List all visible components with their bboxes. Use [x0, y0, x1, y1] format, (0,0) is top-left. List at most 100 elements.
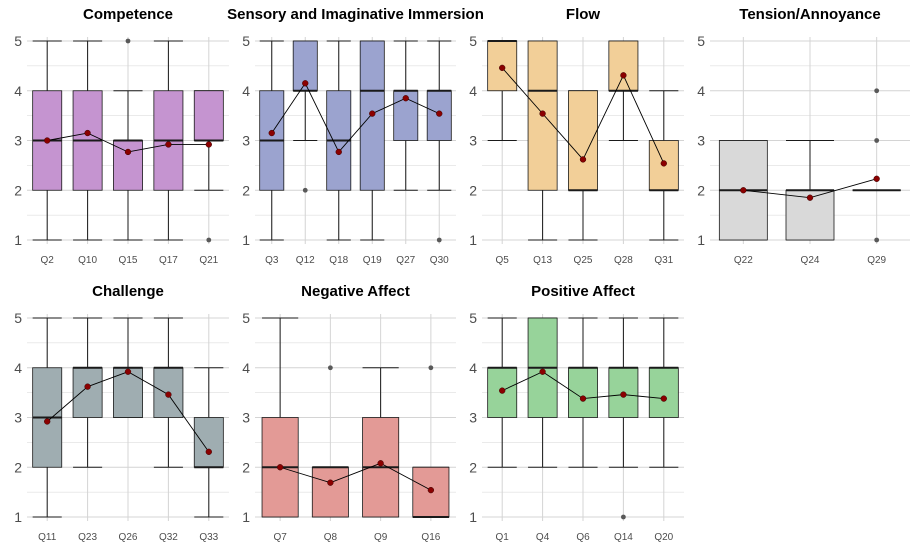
outlier-point	[428, 365, 434, 371]
y-tick-label: 4	[242, 83, 250, 99]
panel-title: Challenge	[92, 283, 164, 300]
x-tick-label: Q18	[329, 255, 348, 266]
mean-point	[165, 141, 172, 148]
mean-point	[165, 391, 172, 398]
x-tick-label: Q6	[576, 532, 590, 543]
mean-point	[268, 129, 275, 137]
outlier-point	[874, 138, 880, 143]
x-tick-label: Q10	[78, 255, 97, 266]
outlier-point	[874, 88, 880, 94]
mean-trend-line	[279, 462, 432, 491]
outlier-point	[327, 365, 333, 371]
y-tick-label: 2	[697, 182, 705, 198]
y-tick-label: 5	[14, 310, 22, 326]
mean-point	[205, 141, 212, 148]
box	[193, 417, 224, 468]
y-tick-label: 5	[242, 33, 250, 49]
x-tick-label: Q23	[78, 532, 97, 543]
x-tick-label: Q5	[496, 255, 510, 266]
y-tick-label: 4	[697, 83, 705, 99]
mean-point	[124, 148, 132, 156]
outlier-point	[125, 38, 131, 44]
x-tick-label: Q28	[614, 255, 633, 266]
x-tick-label: Q7	[273, 532, 287, 543]
mean-point	[276, 464, 284, 471]
y-tick-label: 1	[469, 509, 477, 525]
y-tick-label: 5	[14, 33, 22, 49]
y-tick-label: 2	[469, 182, 477, 198]
y-tick-label: 2	[469, 459, 477, 475]
mean-point	[124, 368, 132, 375]
y-tick-label: 1	[14, 509, 22, 525]
x-tick-label: Q12	[296, 255, 315, 266]
x-tick-label: Q8	[324, 532, 338, 543]
x-tick-label: Q14	[614, 532, 633, 543]
mean-point	[302, 80, 309, 87]
mean-point	[377, 460, 384, 467]
outlier-point	[874, 237, 880, 243]
y-tick-label: 4	[14, 360, 22, 376]
x-tick-label: Q32	[159, 532, 178, 543]
y-tick-label: 5	[469, 33, 477, 49]
panel-title: Flow	[566, 6, 600, 23]
x-tick-label: Q19	[363, 255, 382, 266]
x-tick-label: Q24	[801, 255, 820, 266]
y-tick-label: 3	[469, 410, 477, 426]
x-tick-label: Q21	[199, 255, 218, 266]
mean-point	[369, 110, 376, 117]
box	[648, 367, 679, 418]
outlier-point	[621, 514, 626, 520]
y-tick-label: 2	[242, 182, 250, 198]
x-tick-label: Q26	[119, 532, 138, 543]
y-tick-label: 3	[469, 133, 477, 149]
outlier-point	[206, 237, 212, 243]
x-tick-label: Q30	[430, 255, 449, 266]
panel-5: Challenge 1 2 3 4 5 Q11 Q23 Q26 Q32 Q33	[14, 283, 229, 543]
panel-3: Flow 1 2 3 4 5 Q5 Q13 Q25 Q28 Q31	[469, 6, 684, 266]
mean-point	[499, 64, 506, 72]
mean-point	[579, 156, 587, 163]
mean-point	[806, 194, 814, 201]
x-tick-label: Q16	[421, 532, 440, 543]
y-tick-label: 5	[242, 310, 250, 326]
panel-title: Sensory and Imaginative Immersion	[227, 6, 484, 23]
panel-2: Sensory and Imaginative Immersion 1 2 3 4 5 Q3…	[227, 6, 484, 266]
y-tick-label: 2	[14, 459, 22, 475]
x-tick-label: Q3	[265, 255, 279, 266]
y-tick-label: 2	[14, 182, 22, 198]
panel-4: Tension/Annoyance 1 2 3 4 5 Q22 Q24 Q29	[697, 6, 910, 266]
mean-point	[205, 448, 212, 455]
y-tick-label: 3	[242, 133, 250, 149]
mean-point	[579, 395, 587, 402]
box	[113, 367, 143, 418]
outlier-point	[302, 187, 308, 193]
mean-point	[539, 368, 546, 375]
box	[568, 90, 598, 191]
x-tick-label: Q27	[396, 255, 415, 266]
y-tick-label: 3	[242, 410, 250, 426]
panel-title: Positive Affect	[531, 283, 635, 300]
mean-point	[873, 175, 880, 182]
panel-7: Positive Affect 1 2 3 4 5 Q1 Q4 Q6 Q14 Q20	[469, 283, 684, 543]
box	[72, 367, 103, 418]
mean-point	[499, 387, 506, 394]
mean-point	[84, 129, 91, 137]
mean-point	[660, 160, 667, 167]
x-tick-label: Q31	[654, 255, 673, 266]
box	[113, 140, 143, 191]
x-tick-label: Q29	[867, 255, 886, 266]
panel-6: Negative Affect 1 2 3 4 5 Q7 Q8 Q9 Q16	[242, 283, 456, 543]
mean-trend-line	[271, 82, 440, 153]
panel-title: Negative Affect	[301, 283, 410, 300]
y-tick-label: 5	[697, 33, 705, 49]
mean-point	[402, 95, 409, 102]
mean-point	[539, 110, 546, 117]
panel-1: Competence 1 2 3 4 5 Q2 Q10 Q15 Q17 Q21	[14, 6, 229, 266]
mean-point	[620, 72, 627, 79]
mean-point	[660, 395, 667, 402]
x-tick-label: Q4	[536, 532, 550, 543]
x-tick-label: Q11	[38, 532, 57, 543]
box	[311, 466, 349, 518]
y-tick-label: 1	[14, 232, 22, 248]
